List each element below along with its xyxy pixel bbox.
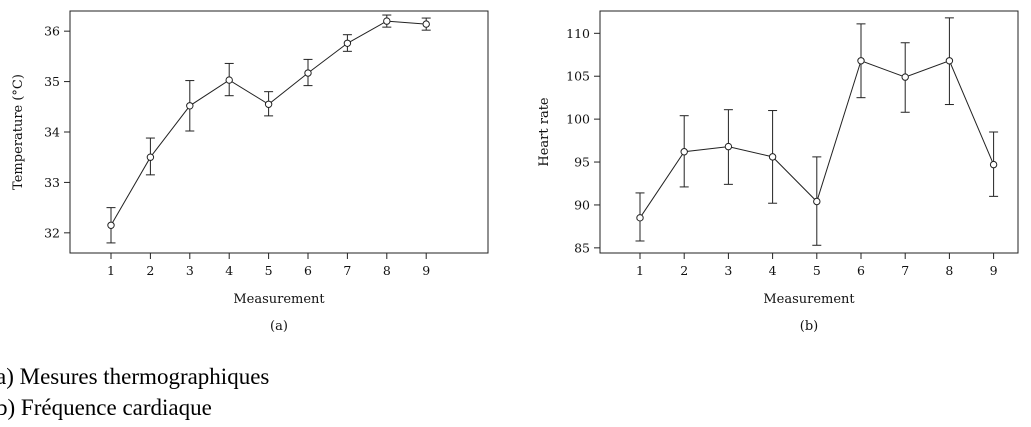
hr-data-point — [724, 142, 733, 151]
temp-x-tick-label: 9 — [422, 263, 430, 278]
temp-data-point — [422, 20, 430, 28]
temp-x-tick-label: 7 — [343, 263, 351, 278]
chart-panel-heart-rate: 85 90 95 100 105 110 1 2 3 4 5 6 7 8 9 Heart rate Measur… — [537, 10, 1019, 334]
hr-y-tick-label: 90 — [574, 197, 590, 212]
temp-y-axis-label: Temperature (°C) — [11, 74, 26, 190]
temp-y-tick-label: 33 — [44, 175, 60, 190]
temp-data-point — [225, 76, 233, 84]
hr-data-point — [989, 160, 998, 169]
temp-data-point — [304, 69, 312, 77]
temp-x-tick-label: 8 — [383, 263, 391, 278]
temp-x-tick-label: 1 — [107, 263, 115, 278]
hr-data-point — [768, 153, 777, 161]
hr-x-tick-label: 1 — [636, 263, 644, 278]
temp-data-point — [343, 39, 352, 47]
hr-x-tick-label: 6 — [857, 263, 865, 278]
hr-plot-frame — [599, 10, 1019, 254]
hr-y-tick-label: 100 — [566, 112, 590, 127]
temp-x-tick-label: 6 — [304, 263, 312, 278]
caption-heart-rate: b) Fréquence cardiaque — [0, 395, 212, 420]
hr-y-tick-label: 110 — [566, 26, 590, 41]
temp-panel-label: (a) — [270, 319, 288, 334]
hr-data-point — [901, 73, 909, 81]
hr-y-tick-label: 95 — [574, 155, 590, 170]
caption-thermographic: a) Mesures thermographiques — [0, 364, 270, 389]
temp-y-tick-label: 36 — [44, 24, 60, 39]
temp-x-tick-label: 3 — [186, 263, 194, 278]
temp-data-point — [107, 221, 115, 229]
temp-y-tick-label: 32 — [44, 225, 60, 240]
temp-x-axis-label: Measurement — [233, 292, 325, 307]
hr-y-tick-label: 105 — [566, 69, 590, 84]
temp-x-tick-label: 5 — [265, 263, 273, 278]
hr-x-tick-label: 3 — [724, 263, 732, 278]
temp-data-point — [146, 153, 155, 161]
temp-series-line — [110, 20, 427, 226]
temp-data-point — [383, 17, 391, 25]
hr-y-tick-label: 85 — [574, 240, 590, 255]
hr-data-point — [945, 57, 954, 65]
hr-data-point — [680, 148, 688, 156]
temp-plot-frame — [69, 10, 489, 254]
hr-panel-label: (b) — [800, 319, 818, 334]
temp-x-tick-label: 4 — [225, 263, 233, 278]
hr-x-axis-label: Measurement — [763, 292, 855, 307]
hr-x-tick-label: 2 — [680, 263, 688, 278]
hr-x-tick-label: 7 — [901, 263, 909, 278]
temp-data-point — [264, 100, 273, 108]
hr-x-tick-label: 9 — [990, 263, 998, 278]
hr-data-point — [813, 197, 821, 206]
hr-x-tick-label: 5 — [813, 263, 821, 278]
temp-data-point — [186, 102, 194, 110]
hr-x-tick-label: 8 — [945, 263, 953, 278]
hr-y-axis-label: Heart rate — [537, 97, 552, 167]
temp-y-tick-label: 34 — [44, 125, 60, 140]
hr-x-tick-label: 4 — [769, 263, 777, 278]
hr-data-point — [857, 57, 865, 65]
hr-data-point — [636, 214, 644, 222]
temp-x-tick-label: 2 — [146, 263, 154, 278]
temp-y-tick-label: 35 — [44, 74, 60, 89]
